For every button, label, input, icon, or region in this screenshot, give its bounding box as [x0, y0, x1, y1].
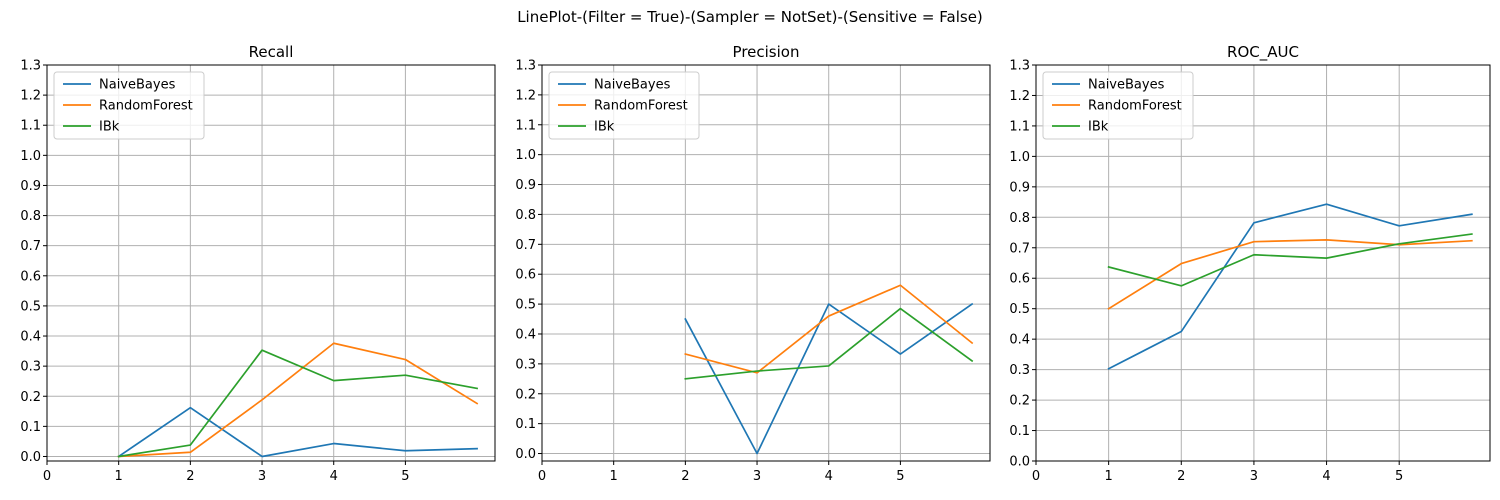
y-tick-label: 1.1	[1009, 119, 1030, 134]
legend-label: IBk	[99, 120, 120, 135]
x-tick-label: 4	[330, 469, 338, 484]
x-tick-label: 3	[1250, 469, 1258, 484]
y-tick-label: 0.2	[20, 390, 41, 405]
series-line-ibk	[1107, 233, 1473, 287]
legend-label: NaiveBayes	[99, 78, 176, 93]
x-tick-label: 2	[1177, 469, 1185, 484]
y-tick-label: 0.8	[515, 208, 536, 223]
y-tick-label: 0.1	[515, 417, 536, 432]
chart-panel-1: 0.0 0.1 0.2 0.3 0.4 0.5 0.6 0.7 0.8 0.9 1.0 1.1 1.2 1…	[515, 43, 991, 484]
y-tick-label: 1.3	[1009, 59, 1030, 74]
y-tick-label: 0.1	[1009, 424, 1030, 439]
y-tick-label: 1.3	[515, 59, 536, 74]
y-tick-label: 0.7	[1009, 241, 1030, 256]
y-tick-label: 0.1	[20, 420, 41, 435]
y-tick-label: 1.2	[20, 89, 41, 104]
legend-label: IBk	[594, 120, 615, 135]
x-tick-label: 3	[258, 469, 266, 484]
legend-label: RandomForest	[1088, 99, 1182, 114]
x-tick-label: 5	[896, 469, 904, 484]
y-tick-label: 0.8	[20, 209, 41, 224]
y-tick-label: 0.7	[515, 238, 536, 253]
series-line-naivebayes	[684, 302, 974, 455]
x-tick-label: 5	[401, 469, 409, 484]
y-tick-label: 0.3	[20, 360, 41, 375]
legend: NaiveBayes RandomForest IBk	[548, 71, 700, 140]
legend-label: NaiveBayes	[1088, 78, 1165, 93]
y-tick-label: 0.0	[20, 450, 41, 465]
chart-panel-0: 0.0 0.1 0.2 0.3 0.4 0.5 0.6 0.7 0.8 0.9 1.0 1.1 1.2 1…	[20, 43, 496, 484]
series-line-ibk	[117, 349, 479, 458]
y-tick-label: 0.4	[20, 330, 41, 345]
y-tick-label: 0.5	[515, 298, 536, 313]
series-line-randomforest	[684, 284, 974, 374]
y-tick-label: 0.8	[1009, 211, 1030, 226]
y-tick-label: 1.0	[1009, 150, 1030, 165]
legend: NaiveBayes RandomForest IBk	[1042, 71, 1194, 140]
y-tick-label: 0.6	[515, 268, 536, 283]
y-tick-label: 0.0	[515, 447, 536, 462]
x-tick-label: 1	[115, 469, 123, 484]
y-tick-label: 0.0	[1009, 455, 1030, 470]
y-tick-label: 0.6	[1009, 272, 1030, 287]
x-tick-label: 4	[1322, 469, 1330, 484]
y-tick-label: 0.2	[515, 387, 536, 402]
legend-label: RandomForest	[594, 99, 688, 114]
y-tick-label: 1.0	[515, 148, 536, 163]
x-tick-label: 4	[825, 469, 833, 484]
panel-title: Recall	[249, 43, 294, 61]
x-tick-label: 5	[1395, 469, 1403, 484]
y-tick-label: 0.9	[20, 179, 41, 194]
series-line-naivebayes	[1107, 203, 1473, 370]
legend-label: NaiveBayes	[594, 78, 671, 93]
y-tick-label: 1.1	[515, 118, 536, 133]
legend-box	[548, 71, 700, 140]
panel-title: Precision	[733, 43, 800, 61]
series-line-randomforest	[1107, 239, 1473, 310]
y-tick-label: 0.7	[20, 239, 41, 254]
y-tick-label: 0.5	[20, 299, 41, 314]
legend: NaiveBayes RandomForest IBk	[53, 71, 205, 140]
x-tick-label: 2	[681, 469, 689, 484]
figure-suptitle: LinePlot-(Filter = True)-(Sampler = NotS…	[517, 8, 983, 26]
series-line-randomforest	[117, 342, 479, 458]
y-tick-label: 0.5	[1009, 302, 1030, 317]
y-tick-label: 1.3	[20, 59, 41, 74]
y-tick-label: 0.9	[515, 178, 536, 193]
series-line-naivebayes	[117, 406, 478, 458]
y-tick-label: 0.6	[20, 269, 41, 284]
y-tick-label: 1.0	[20, 149, 41, 164]
y-tick-label: 1.2	[515, 88, 536, 103]
y-tick-label: 1.1	[20, 119, 41, 134]
x-tick-label: 1	[610, 469, 618, 484]
axes-frame	[1035, 64, 1491, 462]
y-tick-label: 1.2	[1009, 89, 1030, 104]
y-tick-label: 0.4	[1009, 333, 1030, 348]
x-tick-label: 0	[538, 469, 546, 484]
panels: 0.0 0.1 0.2 0.3 0.4 0.5 0.6 0.7 0.8 0.9 1.0 1.1 1.2 1…	[20, 43, 1491, 484]
y-tick-label: 0.3	[515, 357, 536, 372]
x-tick-label: 3	[753, 469, 761, 484]
chart-panel-2: 0.0 0.1 0.2 0.3 0.4 0.5 0.6 0.7 0.8 0.9 1.0 1.1 1.2 1…	[1009, 43, 1491, 484]
series-line-ibk	[684, 307, 974, 380]
y-tick-label: 0.9	[1009, 180, 1030, 195]
x-tick-label: 0	[1032, 469, 1040, 484]
legend-box	[1042, 71, 1194, 140]
x-tick-label: 0	[43, 469, 51, 484]
y-tick-label: 0.2	[1009, 394, 1030, 409]
y-tick-label: 0.4	[515, 327, 536, 342]
legend-label: IBk	[1088, 120, 1109, 135]
axes-frame	[541, 64, 991, 462]
x-tick-label: 2	[186, 469, 194, 484]
x-tick-label: 1	[1104, 469, 1112, 484]
legend-label: RandomForest	[99, 99, 193, 114]
panel-title: ROC_AUC	[1227, 43, 1299, 62]
y-tick-label: 0.3	[1009, 363, 1030, 378]
axes-frame	[46, 64, 496, 462]
legend-box	[53, 71, 205, 140]
